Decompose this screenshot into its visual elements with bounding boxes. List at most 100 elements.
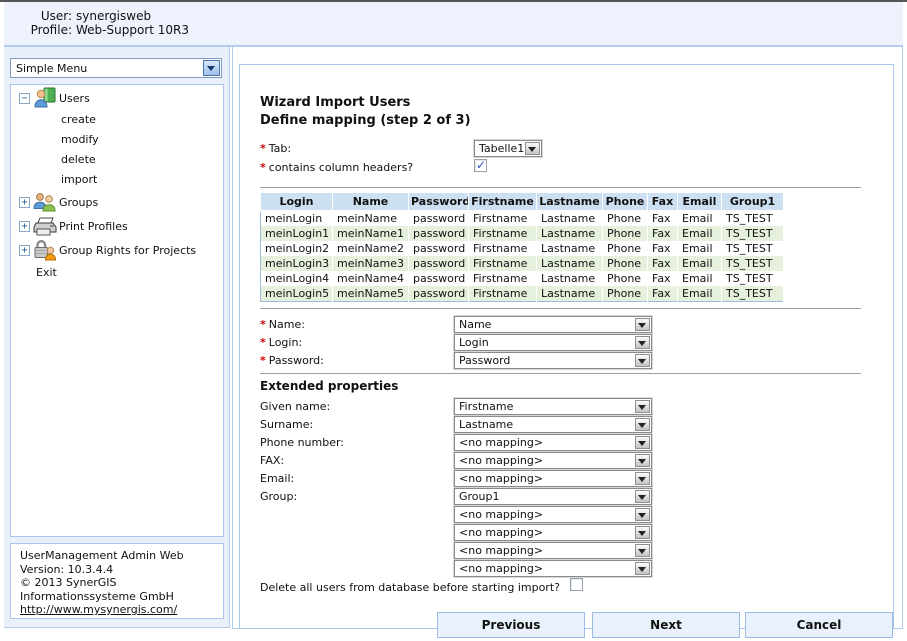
wizard-panel: Wizard Import Users Define mapping (step… (239, 64, 894, 638)
table-cell: Fax (647, 271, 678, 286)
table-cell: password (408, 271, 469, 286)
sidebar-item-create[interactable]: create (61, 113, 96, 126)
chevron-down-icon[interactable] (635, 508, 650, 521)
sidebar: Simple Menu − Users create modify delete impo… (4, 47, 230, 628)
previous-button[interactable]: Previous (437, 612, 585, 638)
cancel-button[interactable]: Cancel (745, 612, 893, 638)
mapping-select-value: <no mapping> (459, 436, 544, 449)
mapping-select-value: Password (459, 354, 511, 367)
column-header: Login (260, 192, 333, 211)
menu-select[interactable]: Simple Menu (10, 58, 222, 78)
given-name-label: Given name: (260, 400, 331, 413)
sidebar-item-import[interactable]: import (61, 173, 98, 186)
name-select[interactable]: Name (454, 316, 652, 333)
tab-select[interactable]: Tabelle1 (474, 140, 542, 157)
collapse-icon[interactable]: − (19, 92, 30, 104)
chevron-down-icon[interactable] (635, 400, 650, 413)
fax-select[interactable]: <no mapping> (454, 452, 652, 469)
expand-icon[interactable]: + (19, 244, 30, 256)
table-row: meinLogin3 meinName3 password Firstname Last… (260, 256, 784, 271)
sidebar-item-modify[interactable]: modify (61, 133, 99, 146)
sidebar-item-print-profiles[interactable]: + Print Profiles (11, 214, 223, 238)
chevron-down-icon[interactable] (635, 336, 650, 349)
table-cell: Firstname (468, 286, 537, 302)
users-icon (32, 86, 58, 110)
chevron-down-icon[interactable] (203, 60, 220, 76)
table-cell: Lastname (536, 210, 603, 226)
lock-user-icon (32, 238, 58, 262)
header-user-line: User: synergisweb (4, 2, 903, 23)
company-link[interactable]: http://www.mysynergis.com/ (20, 603, 178, 616)
sidebar-item-groups[interactable]: + Groups (11, 190, 223, 214)
chevron-down-icon[interactable] (635, 562, 650, 575)
sidebar-item-users[interactable]: − Users (11, 86, 223, 110)
chevron-down-icon[interactable] (635, 544, 650, 557)
table-cell: Lastname (536, 256, 603, 271)
table-cell: Fax (647, 256, 678, 271)
sidebar-item-exit[interactable]: Exit (11, 262, 223, 282)
table-cell: Firstname (468, 256, 537, 271)
sidebar-item-delete[interactable]: delete (61, 153, 96, 166)
sidebar-tree-panel: − Users create modify delete import + Groups + Pr… (10, 84, 224, 537)
tab-select-value: Tabelle1 (479, 142, 525, 155)
chevron-down-icon[interactable] (525, 142, 540, 155)
column-header: Email (677, 192, 722, 211)
table-cell: Email (677, 286, 722, 302)
surname-select[interactable]: Lastname (454, 416, 652, 433)
chevron-down-icon[interactable] (635, 318, 650, 331)
groups-icon (32, 190, 58, 214)
table-cell: password (408, 256, 469, 271)
contains-headers-label: * contains column headers? (260, 161, 414, 174)
table-cell: Email (677, 241, 722, 256)
chevron-down-icon[interactable] (635, 490, 650, 503)
menu-select-value: Simple Menu (16, 62, 88, 75)
chevron-down-icon[interactable] (635, 354, 650, 367)
sidebar-item-group-rights-for-projects[interactable]: + Group Rights for Projects (11, 238, 223, 262)
surname-label: Surname: (260, 418, 314, 431)
given-name-select[interactable]: Firstname (454, 398, 652, 415)
chevron-down-icon[interactable] (635, 418, 650, 431)
mapping-select-value: <no mapping> (459, 562, 544, 575)
extra-mapping-10-select[interactable]: <no mapping> (454, 560, 652, 577)
required-star: * (260, 161, 266, 174)
phone-number-select[interactable]: <no mapping> (454, 434, 652, 451)
chevron-down-icon[interactable] (635, 454, 650, 467)
phone-number-label: Phone number: (260, 436, 345, 449)
expand-icon[interactable]: + (19, 196, 30, 208)
chevron-down-icon[interactable] (635, 472, 650, 485)
group-select[interactable]: Group1 (454, 488, 652, 505)
chevron-down-icon[interactable] (635, 526, 650, 539)
table-cell: Firstname (468, 210, 537, 226)
expand-icon[interactable]: + (19, 220, 30, 232)
chevron-down-icon[interactable] (635, 436, 650, 449)
contains-headers-checkbox[interactable] (474, 158, 487, 172)
tab-field-label: * Tab: (260, 142, 292, 155)
table-cell: meinName5 (332, 286, 409, 302)
extra-mapping-8-select[interactable]: <no mapping> (454, 524, 652, 541)
page-subtitle: Define mapping (step 2 of 3) (260, 113, 471, 128)
table-cell: Phone (602, 210, 648, 226)
next-button[interactable]: Next (592, 612, 740, 638)
table-cell: Lastname (536, 241, 603, 256)
required-star: * (260, 142, 266, 155)
extra-mapping-9-select[interactable]: <no mapping> (454, 542, 652, 559)
fax-label: FAX: (260, 454, 285, 467)
email-select[interactable]: <no mapping> (454, 470, 652, 487)
password-select[interactable]: Password (454, 352, 652, 369)
table-row: meinLogin2 meinName2 password Firstname Last… (260, 241, 784, 256)
column-header: Firstname (468, 192, 537, 211)
table-row: meinLogin1 meinName1 password Firstname Last… (260, 226, 784, 241)
login-select[interactable]: Login (454, 334, 652, 351)
table-row: meinLogin4 meinName4 password Firstname Last… (260, 271, 784, 286)
table-cell: TS_TEST (721, 210, 784, 226)
about-copyright: © 2013 SynerGIS (20, 576, 117, 589)
divider (260, 308, 861, 309)
user-value: synergisweb (76, 9, 152, 23)
mapping-select-value: <no mapping> (459, 544, 544, 557)
table-cell: Fax (647, 241, 678, 256)
mapping-select-value: <no mapping> (459, 454, 544, 467)
extra-mapping-7-select[interactable]: <no mapping> (454, 506, 652, 523)
table-cell: password (408, 226, 469, 241)
delete-before-import-checkbox[interactable] (570, 578, 583, 591)
